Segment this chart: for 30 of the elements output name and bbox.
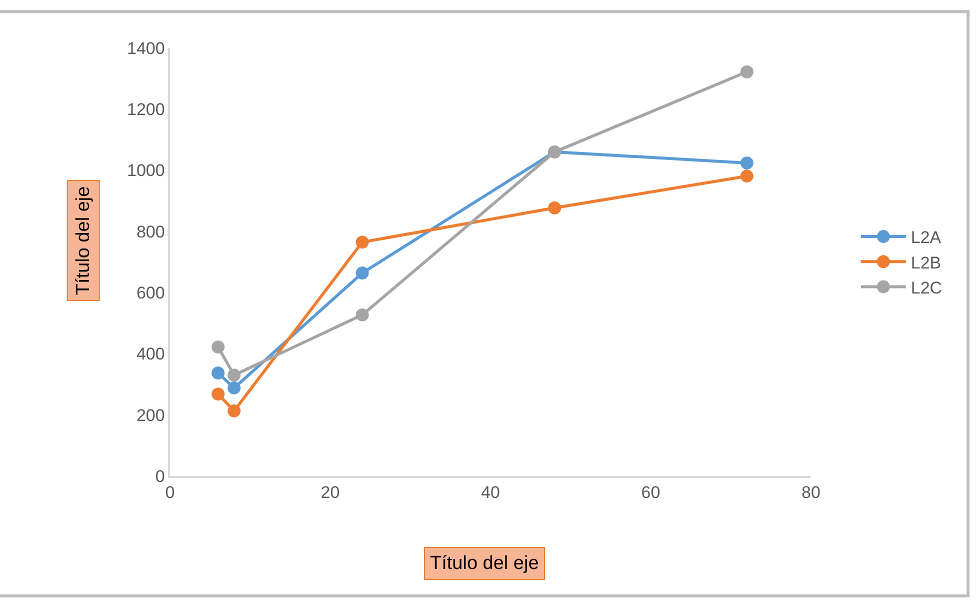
y-tick-label: 1400 <box>127 38 165 58</box>
legend-label: L2A <box>910 228 942 248</box>
y-tick-label: 800 <box>136 222 165 242</box>
y-tick-label: 0 <box>155 466 165 486</box>
y-tick-label: 400 <box>136 344 165 364</box>
point <box>228 381 241 394</box>
y-axis-title: Título del eje <box>72 186 94 296</box>
legend-label: L2C <box>910 278 942 298</box>
point <box>356 236 369 249</box>
x-tick-label: 40 <box>481 483 500 502</box>
point <box>356 266 369 280</box>
y-tick-label: 600 <box>136 284 165 303</box>
y-tick-label: 200 <box>136 406 165 425</box>
y-tick-label: 1200 <box>127 100 165 120</box>
point <box>212 388 225 401</box>
point <box>356 308 369 322</box>
point <box>548 201 562 214</box>
x-tick-label: 20 <box>320 483 340 502</box>
point <box>228 368 241 382</box>
point <box>212 366 225 380</box>
point <box>212 340 225 354</box>
point <box>228 404 241 418</box>
x-tick-label: 80 <box>802 483 820 502</box>
legend-label: L2B <box>910 253 942 272</box>
point <box>740 170 754 183</box>
x-tick-label: 60 <box>641 483 660 502</box>
y-tick-label: 1000 <box>127 161 165 180</box>
x-axis-title: Título del eje <box>430 553 539 574</box>
point <box>740 65 754 78</box>
point <box>740 156 754 170</box>
